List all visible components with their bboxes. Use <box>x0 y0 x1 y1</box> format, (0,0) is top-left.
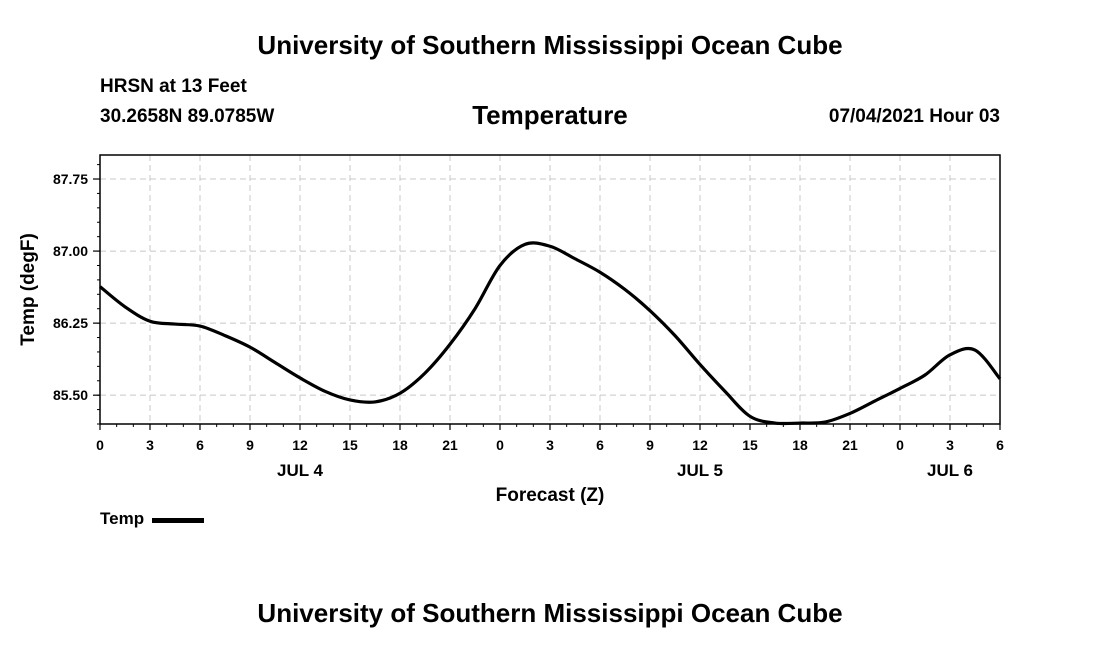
legend: Temp <box>100 509 205 529</box>
x-tick-label: 3 <box>146 437 154 453</box>
x-tick-label: 18 <box>392 437 408 453</box>
x-tick-label: 6 <box>196 437 204 453</box>
legend-label: Temp <box>100 509 145 528</box>
series-layer <box>98 241 1002 426</box>
footer-title: University of Southern Mississippi Ocean… <box>257 598 843 628</box>
forecast-timestamp: 07/04/2021 Hour 03 <box>828 106 1000 127</box>
x-axis: 0 3 6 9 12 15 18 21 0 3 6 9 12 15 18 21 0 3 6 JUL 4 JUL 5 JUL… <box>96 424 1004 480</box>
x-tick-label: 9 <box>246 437 254 453</box>
x-tick-label: 0 <box>896 437 904 453</box>
x-tick-label: 12 <box>292 437 308 453</box>
day-label: JUL 6 <box>927 461 973 480</box>
y-tick-label: 87.00 <box>53 243 88 259</box>
x-tick-label: 3 <box>546 437 554 453</box>
x-tick-label: 6 <box>996 437 1004 453</box>
day-label: JUL 5 <box>677 461 723 480</box>
legend-swatch <box>152 518 205 523</box>
x-tick-label: 6 <box>596 437 604 453</box>
x-tick-label: 12 <box>692 437 708 453</box>
x-tick-label: 18 <box>792 437 808 453</box>
x-tick-label: 3 <box>946 437 954 453</box>
day-label: JUL 4 <box>277 461 324 480</box>
x-tick-label: 0 <box>496 437 504 453</box>
x-tick-label: 15 <box>742 437 758 453</box>
y-axis-label: Temp (degF) <box>18 233 39 346</box>
chart-title: Temperature <box>472 100 628 130</box>
plot-frame <box>99 154 1001 425</box>
x-tick-label: 0 <box>96 437 104 453</box>
y-axis: 85.50 86.25 87.00 87.75 <box>53 164 100 425</box>
station-label: HRSN at 13 Feet <box>100 76 247 97</box>
page-title: University of Southern Mississippi Ocean… <box>257 30 843 60</box>
y-tick-label: 85.50 <box>53 387 88 403</box>
x-tick-label: 21 <box>442 437 458 453</box>
x-tick-label: 15 <box>342 437 358 453</box>
station-coordinates: 30.2658N 89.0785W <box>100 106 275 127</box>
x-tick-label: 9 <box>646 437 654 453</box>
y-tick-label: 86.25 <box>53 315 88 331</box>
y-tick-label: 87.75 <box>53 171 88 187</box>
x-axis-label: Forecast (Z) <box>496 485 605 506</box>
grid <box>99 155 1001 424</box>
x-tick-label: 21 <box>842 437 858 453</box>
